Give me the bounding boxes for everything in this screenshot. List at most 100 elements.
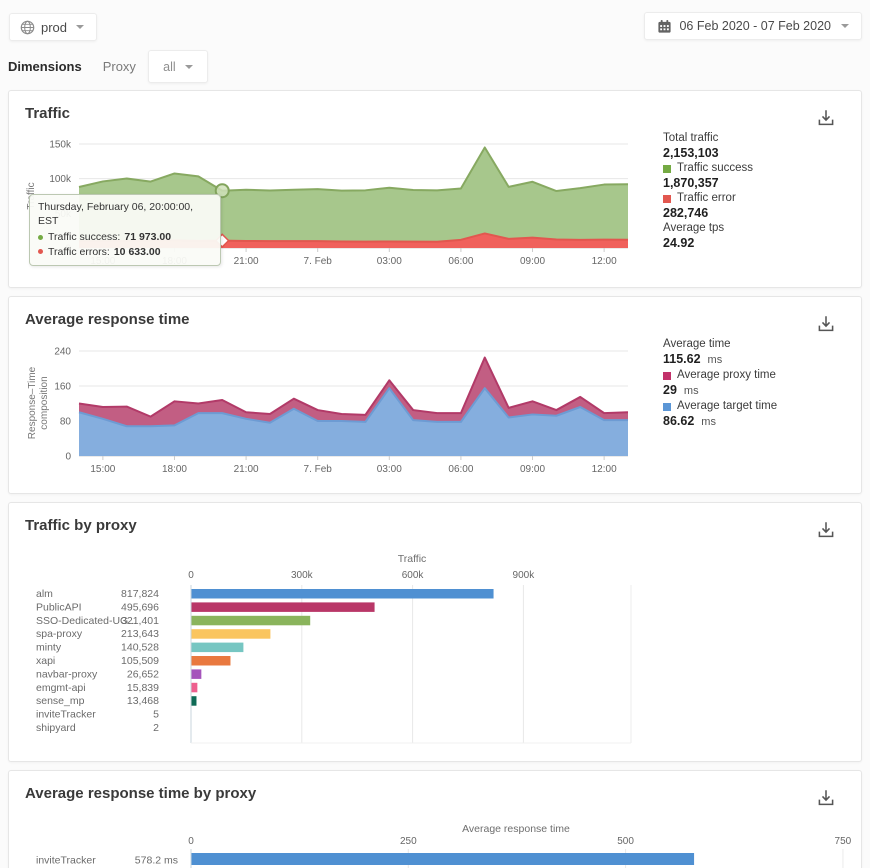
svg-text:21:00: 21:00 xyxy=(234,256,259,267)
legend-swatch xyxy=(663,402,671,411)
stat-label: Average proxy time xyxy=(663,368,853,383)
download-button[interactable] xyxy=(815,313,837,335)
traffic-by-proxy-chart[interactable]: Traffic 0 300k 600k 900k alm 817,824 PublicAPI 4… xyxy=(9,503,863,763)
svg-text:shipyard: shipyard xyxy=(36,722,76,734)
svg-text:7. Feb: 7. Feb xyxy=(304,464,333,475)
svg-text:100k: 100k xyxy=(49,174,72,185)
stat-label: Total traffic xyxy=(663,132,719,144)
svg-text:600k: 600k xyxy=(402,570,425,581)
svg-text:18:00: 18:00 xyxy=(162,464,187,475)
svg-text:26,652: 26,652 xyxy=(127,668,159,680)
svg-text:06:00: 06:00 xyxy=(448,464,473,475)
svg-text:900k: 900k xyxy=(513,570,536,581)
svg-text:80: 80 xyxy=(60,417,72,428)
stat-label: Average time xyxy=(663,338,731,350)
download-button[interactable] xyxy=(815,107,837,129)
svg-text:emgmt-api: emgmt-api xyxy=(36,682,86,694)
stat-value: 2,153,103 xyxy=(663,146,719,160)
svg-text:140,528: 140,528 xyxy=(121,642,159,654)
stat-value: 282,746 xyxy=(663,206,709,220)
legend-swatch xyxy=(663,194,671,203)
stat-label: Traffic success xyxy=(663,161,853,176)
series-dot xyxy=(38,249,43,255)
svg-text:13,468: 13,468 xyxy=(127,695,159,707)
chevron-down-icon xyxy=(76,25,85,29)
svg-text:navbar-proxy: navbar-proxy xyxy=(36,668,98,680)
svg-text:minty: minty xyxy=(36,642,62,654)
download-icon xyxy=(818,110,834,126)
stat-label: Average target time xyxy=(663,399,853,414)
svg-text:250: 250 xyxy=(400,836,417,847)
svg-text:12:00: 12:00 xyxy=(592,256,617,267)
response-time-by-proxy-card: Average response time by proxy Average r… xyxy=(8,770,862,868)
environment-selector[interactable]: prod xyxy=(9,13,98,41)
filters-row: Dimensions Proxy all xyxy=(8,50,208,83)
svg-text:12:00: 12:00 xyxy=(592,464,617,475)
environment-label: prod xyxy=(41,19,68,35)
svg-text:alm: alm xyxy=(36,588,53,600)
globe-icon xyxy=(20,20,35,35)
svg-text:Response–Time: Response–Time xyxy=(27,366,38,439)
svg-text:578.2 ms: 578.2 ms xyxy=(135,855,178,867)
tooltip-series-value: 71 973.00 xyxy=(124,231,172,243)
svg-text:spa-proxy: spa-proxy xyxy=(36,628,83,640)
svg-text:06:00: 06:00 xyxy=(448,256,473,267)
svg-text:PublicAPI: PublicAPI xyxy=(36,601,82,613)
card-title: Traffic xyxy=(25,105,71,122)
card-title: Traffic by proxy xyxy=(25,517,137,534)
svg-text:5: 5 xyxy=(153,709,159,721)
svg-text:0: 0 xyxy=(65,452,71,463)
svg-text:321,401: 321,401 xyxy=(121,615,159,627)
tooltip-row: Traffic errors: 10 633.00 xyxy=(38,245,212,260)
svg-text:inviteTracker: inviteTracker xyxy=(36,855,96,867)
svg-text:817,824: 817,824 xyxy=(121,588,159,600)
svg-text:Traffic: Traffic xyxy=(398,553,427,565)
svg-text:03:00: 03:00 xyxy=(377,256,402,267)
svg-text:2: 2 xyxy=(153,722,159,734)
download-button[interactable] xyxy=(815,519,837,541)
chevron-down-icon xyxy=(841,24,849,28)
svg-text:150k: 150k xyxy=(49,140,72,151)
svg-text:0: 0 xyxy=(188,570,194,581)
tooltip-row: Traffic success: 71 973.00 xyxy=(38,230,212,245)
tooltip-series-label: Traffic success: xyxy=(48,231,121,243)
dimension-value-label: all xyxy=(163,59,176,74)
svg-text:500: 500 xyxy=(617,836,634,847)
calendar-icon xyxy=(657,19,672,34)
card-title: Average response time by proxy xyxy=(25,785,257,802)
series-dot xyxy=(38,234,43,240)
tooltip-series-value: 10 633.00 xyxy=(113,245,161,258)
chevron-down-icon xyxy=(184,64,193,69)
svg-text:03:00: 03:00 xyxy=(377,464,402,475)
stat-value: 115.62 ms xyxy=(663,352,723,366)
svg-text:09:00: 09:00 xyxy=(520,256,545,267)
dimensions-label: Dimensions xyxy=(8,59,82,74)
svg-text:7. Feb: 7. Feb xyxy=(304,256,333,267)
traffic-stats: Total traffic 2,153,103 Traffic success … xyxy=(663,131,853,251)
response-time-by-proxy-chart[interactable]: Average response time 0 250 500 750 inviteTra… xyxy=(9,771,863,868)
stat-label: Traffic error xyxy=(663,191,853,206)
stat-value: 29 ms xyxy=(663,383,699,397)
response-time-chart[interactable]: 0 80 160 240 15:00 18:00 21:00 7. Feb 03:00 06:00… xyxy=(9,297,863,495)
svg-text:105,509: 105,509 xyxy=(121,655,159,667)
stat-label: Average tps xyxy=(663,222,725,234)
legend-swatch xyxy=(663,164,671,173)
dimension-value-dropdown[interactable]: all xyxy=(147,50,208,83)
download-icon xyxy=(818,790,834,806)
svg-text:300k: 300k xyxy=(291,570,314,581)
tooltip-series-label: Traffic errors: xyxy=(48,245,110,258)
download-button[interactable] xyxy=(815,787,837,809)
date-range-picker[interactable]: 06 Feb 2020 - 07 Feb 2020 xyxy=(644,12,862,40)
response-time-card: Average response time 0 80 160 240 15:00 18:0… xyxy=(8,296,862,494)
svg-text:240: 240 xyxy=(54,347,71,358)
date-range-label: 06 Feb 2020 - 07 Feb 2020 xyxy=(679,19,831,33)
svg-text:495,696: 495,696 xyxy=(121,601,159,613)
tooltip-title: Thursday, February 06, 20:00:00, EST xyxy=(38,201,194,227)
svg-text:21:00: 21:00 xyxy=(234,464,259,475)
traffic-by-proxy-card: Traffic by proxy Traffic 0 300k 600k 900k alm… xyxy=(8,502,862,762)
svg-text:SSO-Dedicated-UG...: SSO-Dedicated-UG... xyxy=(36,615,137,627)
download-icon xyxy=(818,316,834,332)
svg-text:sense_mp: sense_mp xyxy=(36,695,85,707)
svg-text:0: 0 xyxy=(188,836,194,847)
